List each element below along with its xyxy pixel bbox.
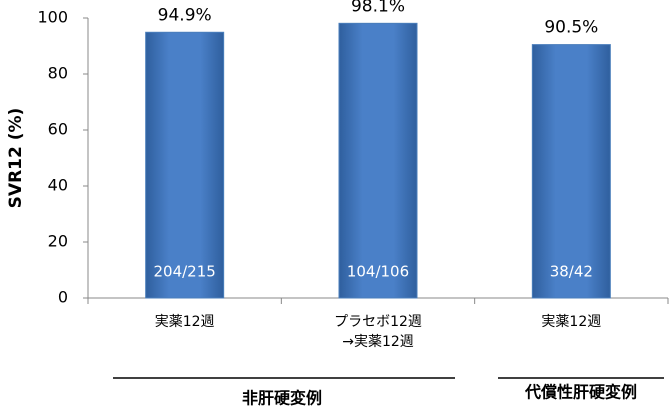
y-tick-label: 20 <box>48 232 68 251</box>
y-tick-label: 0 <box>58 288 68 307</box>
y-tick-label: 60 <box>48 120 68 139</box>
group-label: 非肝硬変例 <box>242 389 322 408</box>
y-tick-label: 40 <box>48 176 68 195</box>
count-label: 104/106 <box>347 263 409 281</box>
value-label: 90.5% <box>544 18 598 38</box>
x-tick-label: プラセボ12週 →実薬12週 <box>334 314 422 350</box>
x-tick-label: 実薬12週 <box>541 314 602 330</box>
count-label: 38/42 <box>550 263 593 281</box>
x-tick-label: 実薬12週 <box>154 314 215 330</box>
group-label: 代償性肝硬変例 <box>524 383 637 402</box>
value-label: 98.1% <box>351 0 405 16</box>
bar <box>338 22 418 299</box>
y-tick-label: 80 <box>48 64 68 83</box>
y-tick-label: 100 <box>37 8 68 27</box>
y-axis-title: SVR12 (%) <box>6 108 26 209</box>
bar <box>531 44 611 299</box>
count-label: 204/215 <box>154 263 216 281</box>
value-label: 94.9% <box>158 5 212 25</box>
bar <box>145 31 225 299</box>
